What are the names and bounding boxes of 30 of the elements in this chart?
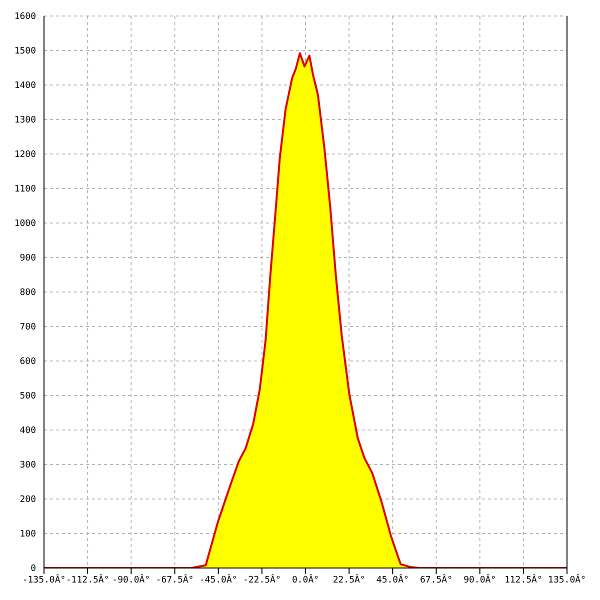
y-tick-label: 800	[20, 288, 36, 298]
y-tick-label: 500	[20, 392, 36, 402]
x-tick-label: -90.0Â°	[112, 573, 150, 586]
x-tick-label: 135.0Â°	[548, 573, 586, 586]
y-tick-label: 900	[20, 254, 36, 264]
x-tick-label: 90.0Â°	[464, 573, 496, 586]
y-tick-label: 1300	[14, 116, 36, 126]
x-tick-label: 0.0Â°	[292, 573, 320, 586]
y-tick-label: 1200	[14, 150, 36, 160]
y-tick-label: 1500	[14, 46, 36, 56]
x-tick-label: -22.5Â°	[242, 573, 281, 586]
y-tick-label: 300	[20, 460, 36, 470]
y-tick-label: 600	[20, 357, 36, 367]
y-tick-label: 1000	[14, 219, 36, 229]
x-tick-label: -112.5Â°	[66, 573, 110, 586]
y-tick-label: 100	[20, 530, 36, 540]
y-tick-label: 1600	[14, 12, 36, 22]
x-tick-label: 67.5Â°	[420, 573, 453, 586]
y-tick-label: 700	[20, 322, 36, 332]
x-tick-label: 112.5Â°	[504, 573, 542, 586]
x-tick-label: 22.5Â°	[332, 573, 366, 586]
y-tick-label: 1400	[14, 81, 36, 91]
x-tick-label: -45.0Â°	[199, 573, 238, 586]
y-tick-label: 400	[20, 426, 36, 436]
y-tick-label: 200	[20, 495, 36, 505]
x-tick-label: -135.0Â°	[22, 573, 66, 586]
y-tick-label: 0	[30, 564, 36, 574]
y-tick-label: 1100	[14, 184, 36, 194]
x-tick-label: -67.5Â°	[156, 573, 194, 586]
x-tick-label: 45.0Â°	[376, 573, 409, 586]
